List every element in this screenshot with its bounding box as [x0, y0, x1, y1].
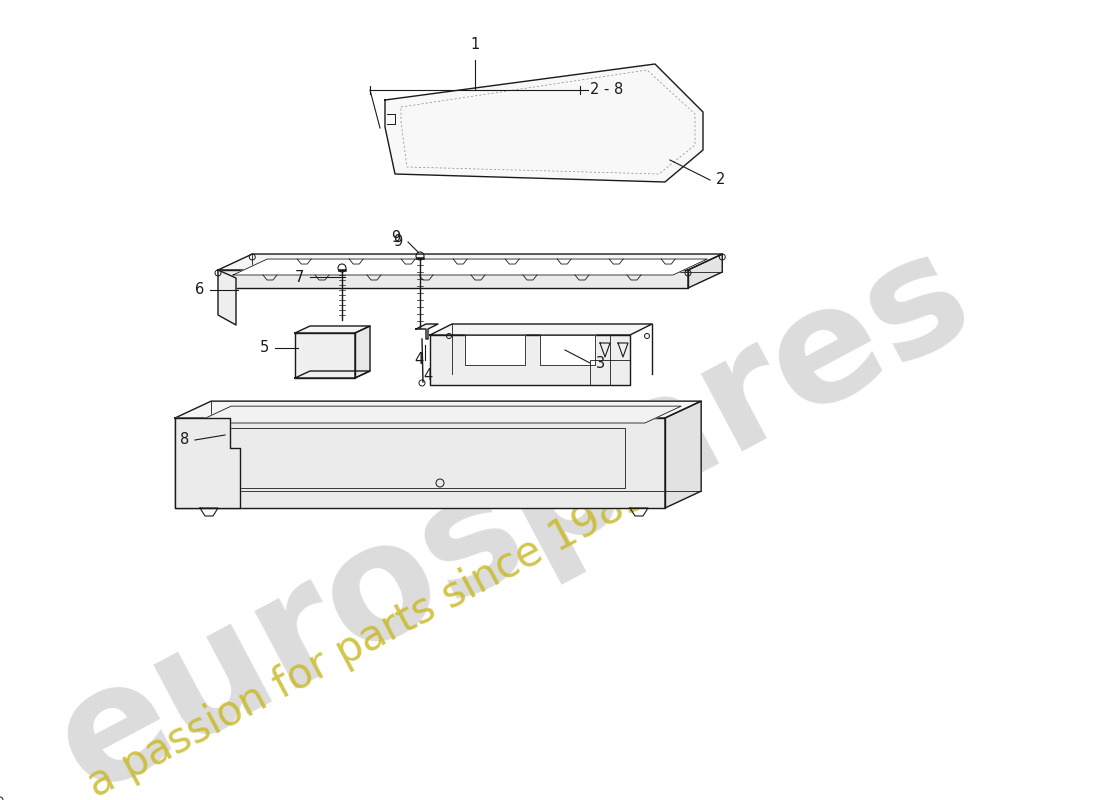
Polygon shape [465, 335, 525, 365]
Text: 2: 2 [716, 173, 725, 187]
Text: 6: 6 [195, 282, 204, 298]
Polygon shape [175, 401, 701, 418]
Text: 1: 1 [471, 37, 480, 52]
Polygon shape [355, 326, 370, 378]
Polygon shape [295, 326, 370, 333]
Polygon shape [218, 270, 688, 288]
Text: a passion for parts since 1985: a passion for parts since 1985 [80, 474, 654, 800]
Text: 7: 7 [295, 270, 304, 285]
Polygon shape [218, 270, 236, 325]
Text: 9: 9 [393, 234, 402, 250]
Polygon shape [175, 418, 666, 508]
Polygon shape [175, 418, 240, 508]
Text: 4: 4 [424, 368, 432, 383]
Polygon shape [195, 406, 681, 423]
Polygon shape [540, 335, 595, 365]
Polygon shape [295, 333, 355, 378]
Text: 8: 8 [179, 433, 189, 447]
Polygon shape [385, 64, 703, 182]
Polygon shape [618, 343, 628, 357]
Text: eurospares: eurospares [30, 214, 994, 800]
Polygon shape [233, 259, 707, 275]
Polygon shape [416, 324, 438, 339]
Polygon shape [600, 343, 610, 357]
Polygon shape [666, 401, 701, 508]
Text: 2 - 8: 2 - 8 [590, 82, 624, 98]
Text: 9: 9 [390, 230, 400, 246]
Text: 3: 3 [596, 355, 605, 370]
Text: 4: 4 [415, 353, 424, 367]
Polygon shape [430, 324, 652, 335]
Polygon shape [430, 335, 630, 385]
Polygon shape [688, 254, 723, 288]
Polygon shape [218, 254, 723, 270]
Text: 5: 5 [260, 341, 270, 355]
